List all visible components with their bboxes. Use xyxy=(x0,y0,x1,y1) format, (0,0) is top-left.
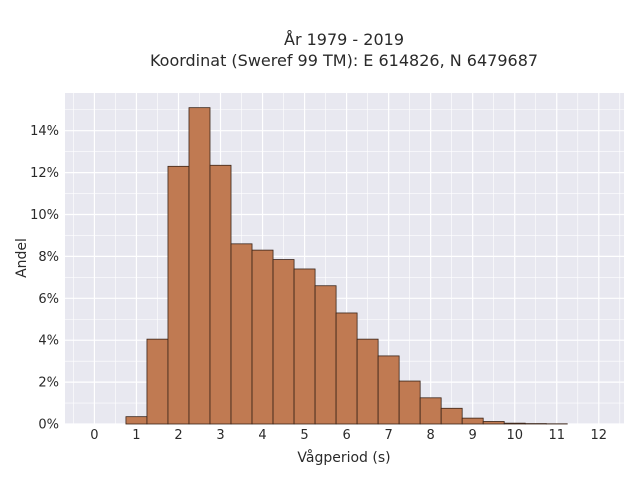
x-axis-ticks: 0 1 2 3 4 5 6 7 8 9 10 11 12 xyxy=(90,428,607,443)
y-tick-label: 10% xyxy=(30,208,59,223)
histogram-bar xyxy=(146,338,169,425)
histogram-bar xyxy=(188,107,211,425)
chart-title-line-1: År 1979 - 2019 xyxy=(284,30,404,49)
histogram-bar xyxy=(125,416,148,425)
histogram-bar xyxy=(167,165,190,425)
x-tick-label: 6 xyxy=(342,428,350,443)
histogram-bar xyxy=(419,397,442,425)
y-tick-label: 0% xyxy=(38,418,59,433)
x-tick-label: 1 xyxy=(132,428,140,443)
histogram-bar xyxy=(503,422,526,425)
y-tick-label: 6% xyxy=(38,292,59,307)
x-tick-label: 9 xyxy=(469,428,477,443)
histogram-bar xyxy=(482,421,505,425)
x-tick-label: 3 xyxy=(216,428,224,443)
histogram-bar xyxy=(272,259,295,425)
y-tick-label: 8% xyxy=(38,250,59,265)
y-tick-label: 14% xyxy=(30,124,59,139)
x-tick-label: 10 xyxy=(506,428,523,443)
x-axis-label: Vågperiod (s) xyxy=(297,449,390,466)
histogram-bar xyxy=(377,355,400,425)
histogram-bar xyxy=(398,380,421,425)
histogram-bar xyxy=(251,249,274,425)
histogram-bar xyxy=(461,417,484,425)
y-tick-label: 2% xyxy=(38,376,59,391)
x-tick-label: 7 xyxy=(384,428,392,443)
histogram-bar xyxy=(356,338,379,425)
histogram-bar xyxy=(209,164,232,425)
histogram-bar xyxy=(293,268,316,425)
x-tick-label: 11 xyxy=(548,428,565,443)
histogram-bar xyxy=(314,285,337,425)
y-tick-label: 4% xyxy=(38,334,59,349)
y-axis-ticks: 0% 2% 4% 6% 8% 10% 12% 14% xyxy=(30,124,59,432)
histogram-bar xyxy=(230,243,253,425)
histogram-bar xyxy=(335,312,358,425)
x-tick-label: 0 xyxy=(90,428,98,443)
x-tick-label: 5 xyxy=(300,428,308,443)
x-tick-label: 12 xyxy=(591,428,608,443)
y-tick-label: 12% xyxy=(30,166,59,181)
x-tick-label: 2 xyxy=(174,428,182,443)
histogram-bar xyxy=(440,407,463,425)
x-tick-label: 4 xyxy=(258,428,266,443)
chart-title-line-2: Koordinat (Sweref 99 TM): E 614826, N 64… xyxy=(150,51,538,70)
x-tick-label: 8 xyxy=(427,428,435,443)
bars-group xyxy=(125,107,568,425)
y-axis-label: Andel xyxy=(14,238,30,278)
